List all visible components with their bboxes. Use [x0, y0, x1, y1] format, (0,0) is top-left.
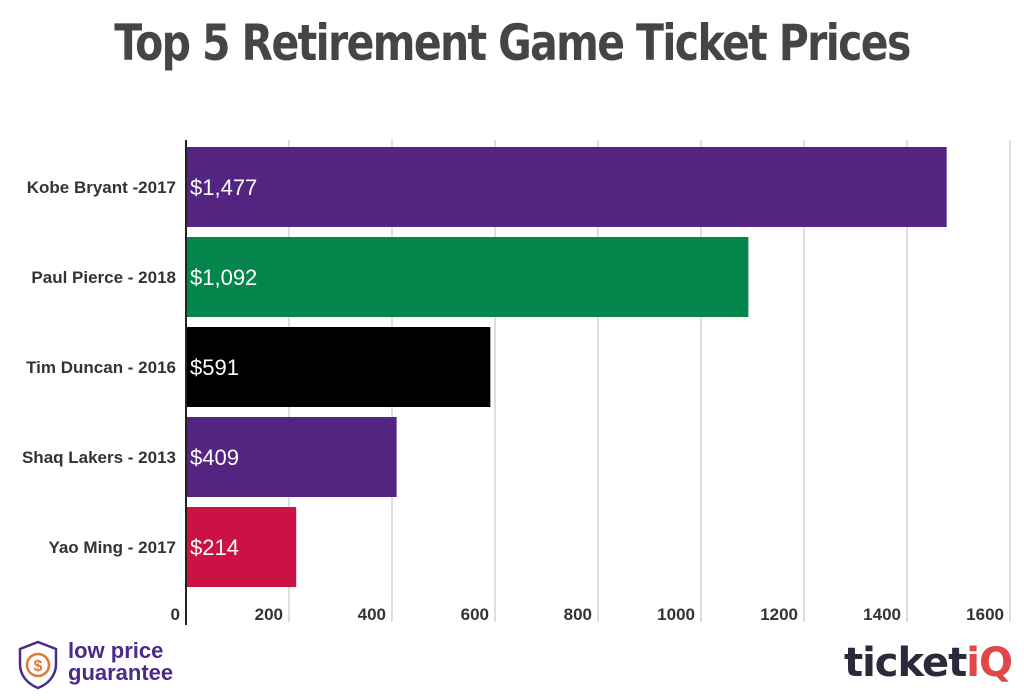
category-label: Kobe Bryant -2017 — [27, 178, 176, 197]
x-tick-label: 1600 — [966, 605, 1004, 624]
category-label: Yao Ming - 2017 — [48, 538, 176, 557]
bar-chart: $1,477 $1,092 $591 $409 $214 Kobe Bryant -20… — [22, 140, 1011, 625]
bar — [186, 507, 297, 587]
x-tick-label: 600 — [461, 605, 489, 624]
shield-dollar-icon: $ — [18, 640, 58, 690]
bar-value-label: $1,477 — [190, 175, 257, 200]
guarantee-line2: guarantee — [68, 660, 174, 685]
bar — [186, 237, 749, 317]
bar — [186, 417, 397, 497]
guarantee-line1: low price — [68, 638, 164, 663]
bar-value-label: $409 — [190, 445, 239, 470]
x-tick-label: 1400 — [863, 605, 901, 624]
brand-main: ticket — [843, 640, 967, 686]
category-label: Paul Pierce - 2018 — [31, 268, 176, 287]
bar — [186, 327, 491, 407]
category-label: Tim Duncan - 2016 — [26, 358, 176, 377]
chart-title: Top 5 Retirement Game Ticket Prices — [114, 14, 911, 72]
x-tick-label: 1000 — [657, 605, 695, 624]
x-tick-label: 1200 — [760, 605, 798, 624]
x-tick-label: 400 — [358, 605, 386, 624]
bar — [186, 147, 947, 227]
bar-value-label: $1,092 — [190, 265, 257, 290]
bar-value-label: $214 — [190, 535, 239, 560]
bar-value-label: $591 — [190, 355, 239, 380]
x-tick-label: 0 — [171, 605, 180, 624]
brand-accent: iQ — [966, 640, 1013, 686]
x-tick-label: 200 — [255, 605, 283, 624]
x-tick-label: 800 — [564, 605, 592, 624]
svg-text:$: $ — [34, 658, 43, 675]
low-price-guarantee: $ low price guarantee — [16, 640, 216, 692]
category-label: Shaq Lakers - 2013 — [22, 448, 176, 467]
ticketiq-logo: ticketiQ — [843, 640, 1013, 686]
